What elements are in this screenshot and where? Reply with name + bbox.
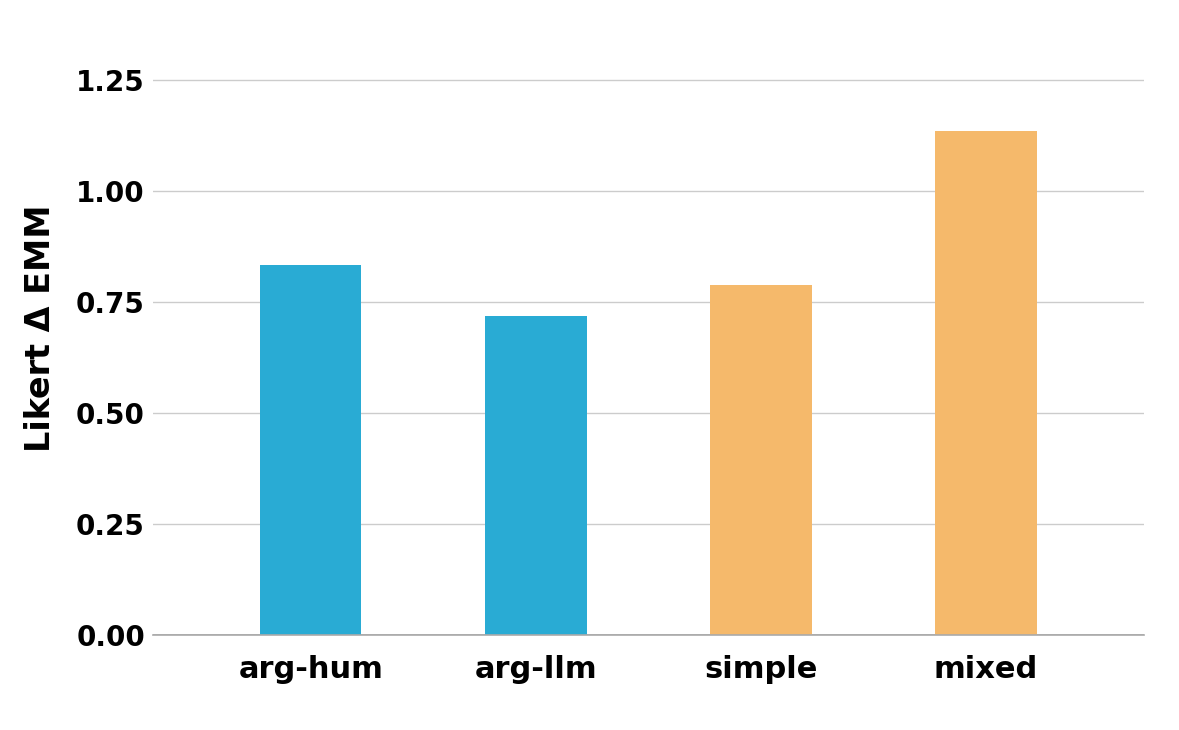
- Bar: [935, 131, 1036, 635]
- Y-axis label: Likert Δ EMM: Likert Δ EMM: [24, 204, 57, 453]
- Bar: [261, 265, 362, 635]
- Bar: [486, 316, 587, 635]
- Bar: [710, 285, 811, 635]
